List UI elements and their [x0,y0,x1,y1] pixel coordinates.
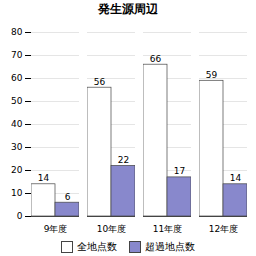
svg-text:11年度: 11年度 [153,224,182,234]
svg-text:66: 66 [150,54,162,64]
svg-text:22: 22 [118,155,129,165]
html-text:発生源周辺: 発生源周辺 [98,2,158,16]
svg-text:50: 50 [11,96,23,106]
html-text:全地点数: 全地点数 [77,241,117,252]
svg-text:10: 10 [11,188,23,198]
svg-text:70: 70 [11,50,23,60]
html-text:超過地点数: 超過地点数 [145,241,195,252]
svg-text:80: 80 [11,27,23,37]
svg-text:0: 0 [17,211,23,221]
svg-text:14: 14 [38,173,50,183]
svg-text:6: 6 [65,192,71,202]
svg-text:56: 56 [94,77,106,87]
svg-text:10年度: 10年度 [97,224,126,234]
svg-text:12年度: 12年度 [209,224,238,234]
svg-text:30: 30 [11,142,23,152]
svg-text:20: 20 [11,165,23,175]
svg-text:59: 59 [206,70,218,80]
svg-text:9年度: 9年度 [44,224,68,234]
svg-text:40: 40 [11,119,23,129]
svg-text:60: 60 [11,73,23,83]
svg-text:14: 14 [230,173,242,183]
svg-text:17: 17 [174,166,185,176]
